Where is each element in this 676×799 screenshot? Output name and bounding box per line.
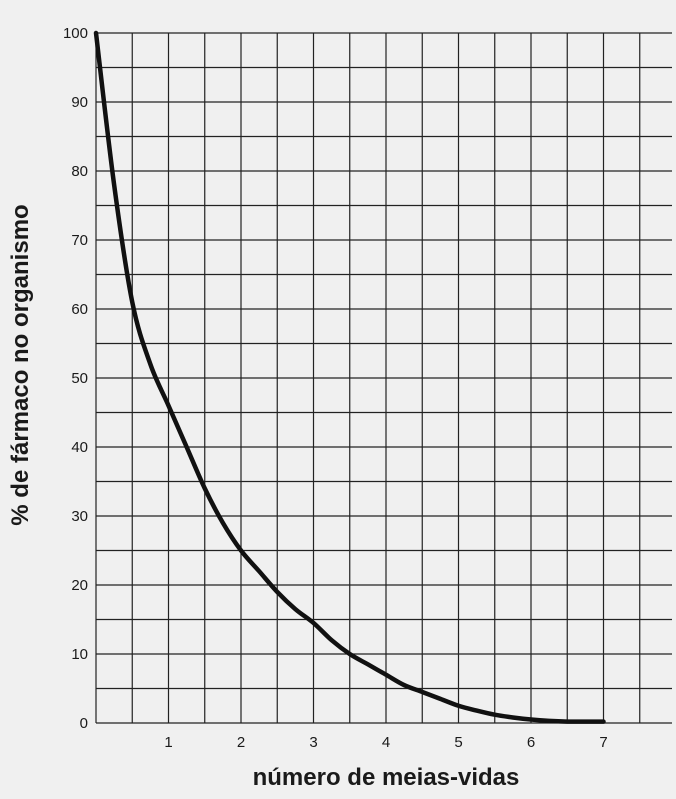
x-tick-label: 3 xyxy=(309,734,317,751)
y-tick-label: 70 xyxy=(71,232,88,249)
y-tick-label: 0 xyxy=(80,715,88,732)
x-tick-label: 1 xyxy=(164,734,172,751)
y-tick-label: 20 xyxy=(71,577,88,594)
y-tick-label: 50 xyxy=(71,370,88,387)
y-axis-ticks: 0 10 20 30 40 50 60 70 80 90 100 xyxy=(63,25,88,732)
x-tick-label: 4 xyxy=(382,734,390,751)
decay-curve xyxy=(93,30,606,724)
y-tick-label: 90 xyxy=(71,94,88,111)
x-tick-label: 7 xyxy=(599,734,607,751)
y-axis-label: % de fármaco no organismo xyxy=(7,204,34,525)
x-axis-ticks: 1 2 3 4 5 6 7 xyxy=(164,734,607,751)
y-tick-label: 100 xyxy=(63,25,88,42)
x-tick-label: 2 xyxy=(237,734,245,751)
y-tick-label: 10 xyxy=(71,646,88,663)
y-tick-label: 40 xyxy=(71,439,88,456)
grid xyxy=(95,32,672,724)
x-tick-label: 6 xyxy=(527,734,535,751)
x-axis-label: número de meias-vidas xyxy=(253,764,520,791)
x-tick-label: 5 xyxy=(454,734,462,751)
y-tick-label: 80 xyxy=(71,163,88,180)
y-tick-label: 30 xyxy=(71,508,88,525)
y-tick-label: 60 xyxy=(71,301,88,318)
curve-layer xyxy=(93,30,606,724)
